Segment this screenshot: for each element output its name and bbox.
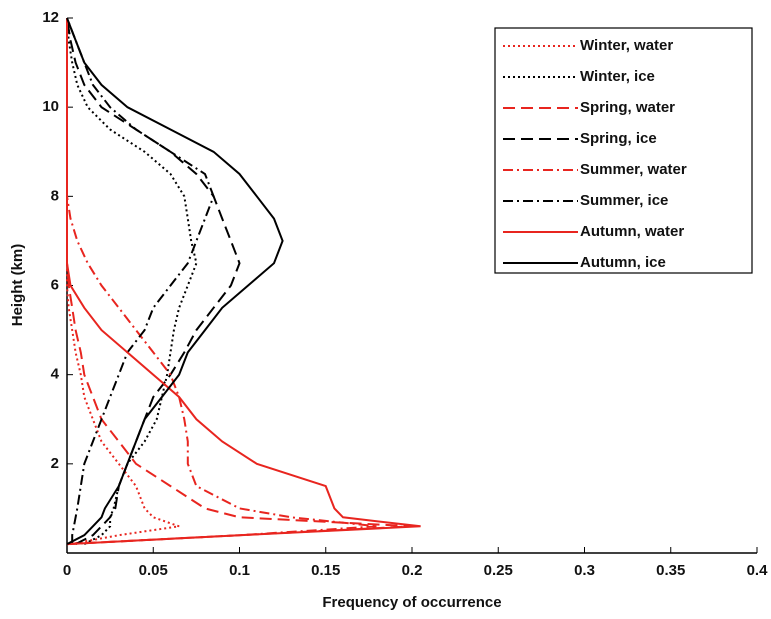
series-line: [66, 17, 241, 545]
x-tick-label: 0.05: [139, 562, 168, 579]
legend-label: Winter, ice: [580, 68, 655, 85]
legend-box: [494, 27, 753, 274]
x-tick-label: 0.4: [747, 562, 769, 579]
y-tick-label: 8: [51, 187, 59, 204]
x-tick-label: 0.3: [574, 562, 595, 579]
x-tick-label: 0.15: [311, 562, 340, 579]
legend-label: Spring, ice: [580, 130, 657, 147]
x-tick-label: 0.25: [484, 562, 513, 579]
legend-label: Summer, water: [580, 161, 687, 178]
legend-label: Autumn, water: [580, 223, 684, 240]
y-tick-label: 6: [51, 276, 59, 293]
y-axis-label: Height (km): [9, 244, 26, 327]
x-tick-label: 0: [63, 562, 71, 579]
x-axis-label: Frequency of occurrence: [322, 594, 501, 611]
x-tick-label: 0.1: [229, 562, 250, 579]
series-line: [66, 18, 378, 546]
legend-label: Winter, water: [580, 37, 673, 54]
series-line: [66, 17, 284, 545]
series-line: [66, 17, 198, 545]
y-tick-label: 2: [51, 455, 59, 472]
y-tick-label: 4: [51, 366, 60, 383]
legend-label: Summer, ice: [580, 192, 668, 209]
y-tick-label: 10: [42, 98, 59, 115]
series-line: [66, 18, 180, 546]
x-tick-label: 0.2: [402, 562, 423, 579]
legend-label: Autumn, ice: [580, 254, 666, 271]
legend-label: Spring, water: [580, 99, 675, 116]
y-tick-label: 12: [42, 9, 59, 26]
series-line: [66, 17, 215, 545]
x-tick-label: 0.35: [656, 562, 685, 579]
series-line: [66, 18, 421, 546]
